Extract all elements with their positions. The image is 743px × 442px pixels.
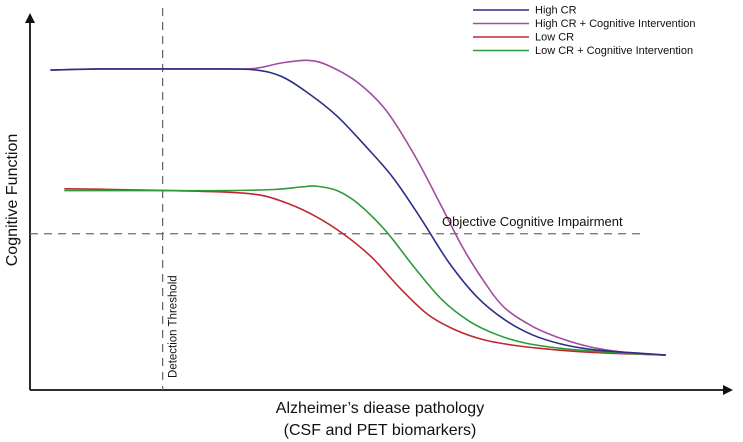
legend-label-low-cr: Low CR	[535, 32, 574, 44]
series-line-high-cr-cognitive-intervention	[50, 59, 666, 356]
series-line-low-cr-cognitive-intervention	[64, 185, 666, 356]
x-axis-label-line-1: Alzheimer’s diease pathology	[276, 400, 484, 417]
series-line-low-cr	[64, 187, 666, 356]
series-line-high-cr	[50, 68, 666, 356]
series-group	[50, 59, 666, 356]
detection-threshold-label: Detection Threshold	[168, 275, 180, 378]
legend-label-low-cr-cognitive-intervention: Low CR + Cognitive Intervention	[535, 45, 693, 57]
legend-label-high-cr: High CR	[535, 5, 577, 17]
y-axis-label: Cognitive Function	[4, 134, 21, 267]
x-axis-label-line-2: (CSF and PET biomarkers)	[284, 422, 477, 439]
legend-label-high-cr-cognitive-intervention: High CR + Cognitive Intervention	[535, 18, 696, 30]
impairment-label: Objective Cognitive Impairment	[442, 214, 623, 229]
